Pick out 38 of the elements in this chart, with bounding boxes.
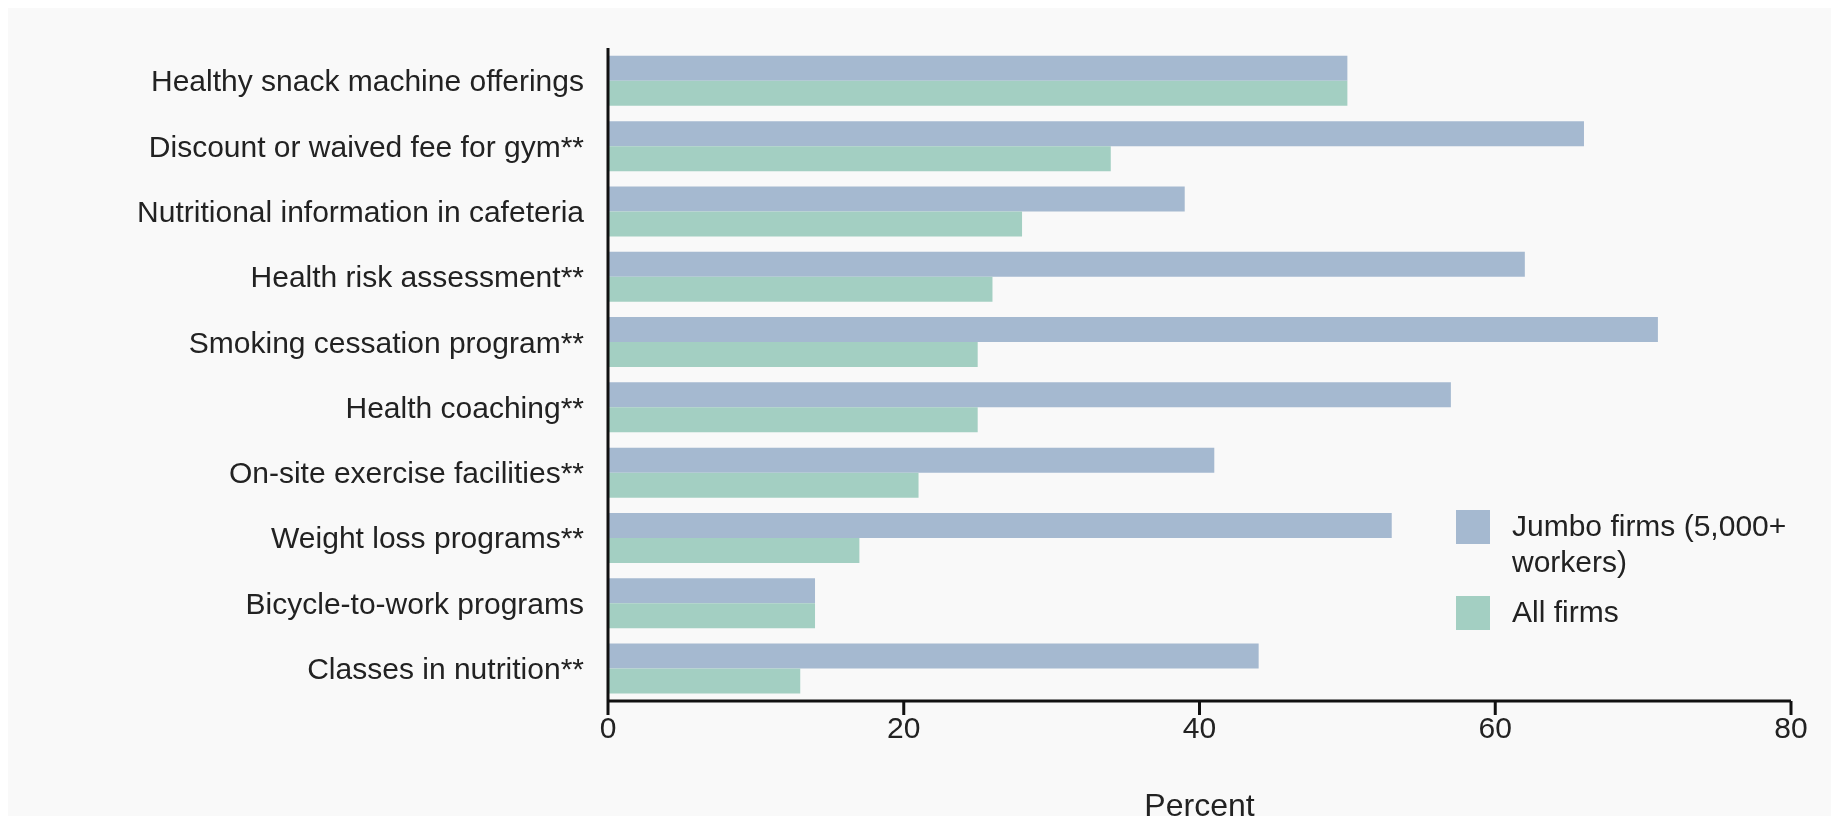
bar	[608, 55, 1348, 81]
y-tick-label: On-site exercise facilities**	[228, 456, 585, 490]
bar	[608, 578, 816, 604]
bar	[608, 342, 978, 368]
bar	[608, 276, 993, 302]
y-tick-label: Bicycle-to-work programs	[245, 586, 584, 620]
y-tick-label: Classes in nutrition**	[307, 652, 585, 685]
bar	[608, 472, 919, 498]
x-tick-label: 80	[1774, 711, 1808, 745]
bar	[608, 211, 1023, 237]
y-tick-label: Health coaching**	[345, 390, 585, 424]
x-tick-label: 0	[599, 711, 617, 745]
x-tick-label: 60	[1478, 711, 1512, 745]
x-tick-label: 20	[887, 711, 921, 745]
bar	[608, 643, 1259, 669]
y-tick-label: Health risk assessment**	[250, 260, 585, 294]
bar	[608, 121, 1584, 147]
bar	[608, 512, 1392, 538]
x-axis-title: Percent	[1144, 787, 1255, 823]
legend-label: All firms	[1512, 594, 1619, 630]
y-tick-label: Discount or waived fee for gym**	[148, 129, 585, 163]
bar	[608, 603, 816, 629]
bar	[608, 382, 1451, 408]
bar	[608, 447, 1215, 473]
bar	[608, 407, 978, 433]
bar	[608, 537, 860, 563]
bar	[608, 80, 1348, 106]
y-tick-label: Nutritional information in cafeteria	[137, 194, 585, 228]
legend-label: Jumbo firms (5,000+ workers)	[1512, 508, 1788, 580]
bar	[608, 668, 801, 694]
bar	[608, 317, 1658, 343]
y-tick-label: Smoking cessation program**	[188, 325, 585, 359]
y-tick-label: Healthy snack machine offerings	[150, 64, 584, 98]
bar	[608, 186, 1185, 212]
y-tick-label: Weight loss programs**	[271, 521, 585, 555]
x-tick-label: 40	[1182, 711, 1217, 745]
bar	[608, 146, 1111, 172]
bar	[608, 251, 1525, 277]
